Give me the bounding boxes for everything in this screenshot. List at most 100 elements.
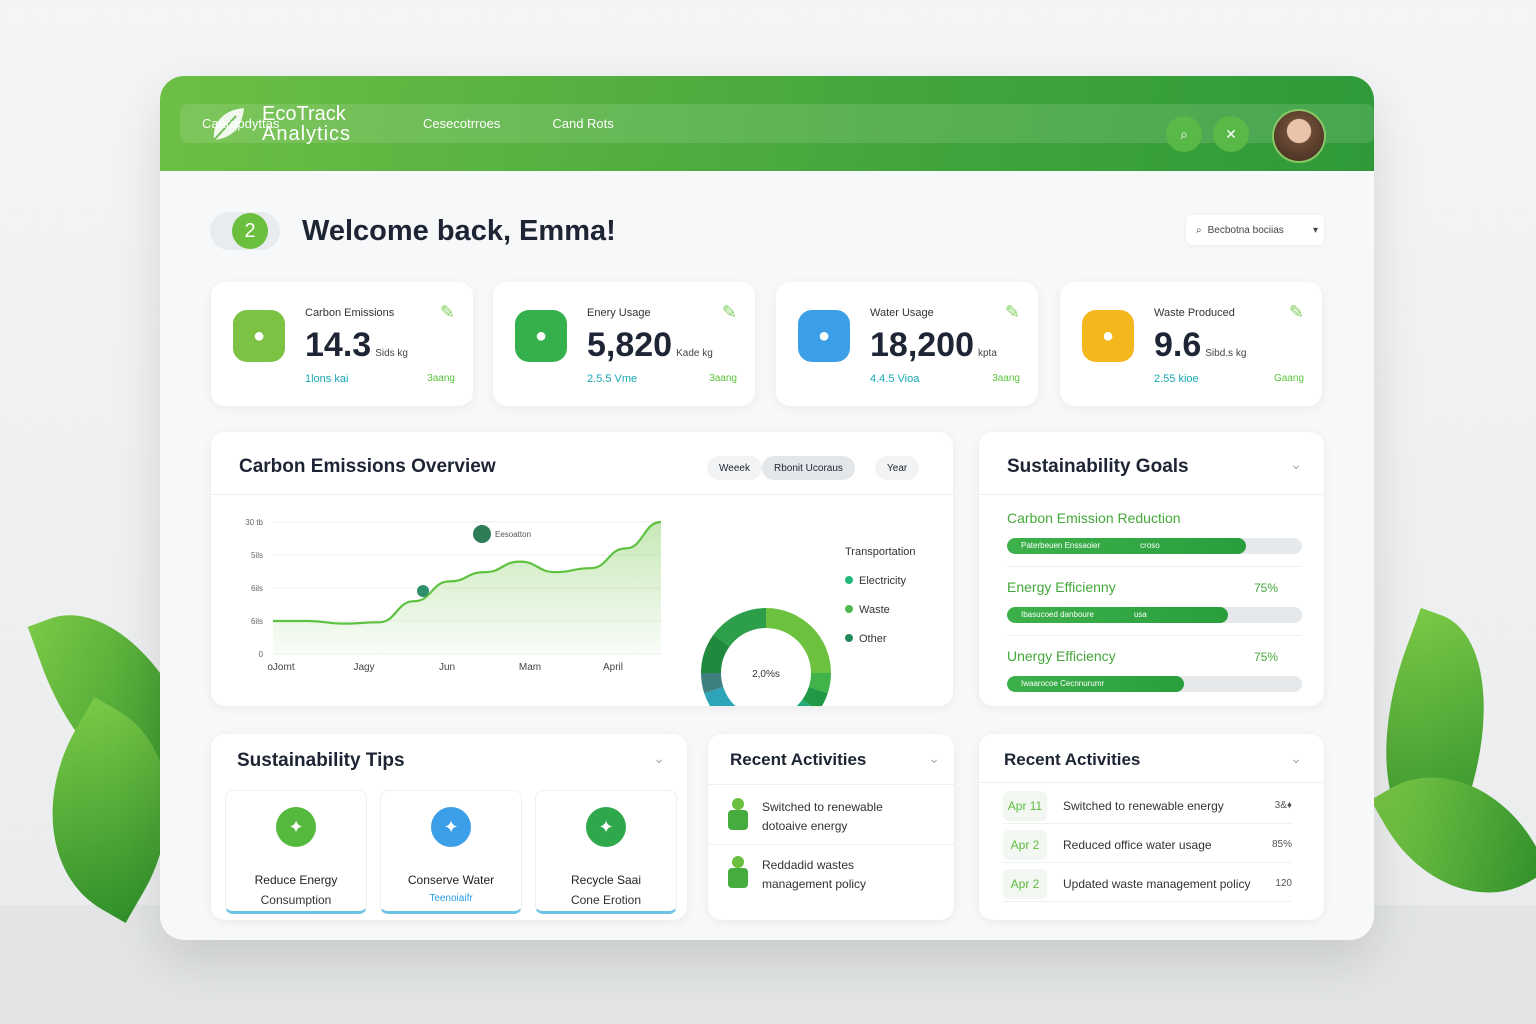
x-tick-label: Mam	[519, 662, 541, 673]
avatar[interactable]	[1272, 109, 1326, 163]
stat-unit: kpta	[978, 348, 997, 359]
stat-value: 14.3 Sids kg	[305, 326, 408, 365]
goal-progress-fill: Paterbeuen Enssaoier croso	[1007, 538, 1246, 554]
stat-subtext: 4.4.5 Vioa	[870, 373, 920, 385]
stat-trend: 3aang	[992, 373, 1020, 384]
donut-slice	[713, 608, 766, 647]
notification-badge[interactable]: 2	[210, 212, 280, 250]
page-title: Welcome back, Emma!	[302, 214, 616, 247]
tip-card[interactable]: ✦ Reduce Energy Consumption	[225, 790, 367, 914]
stat-value: 18,200 kpta	[870, 326, 997, 365]
tip-card[interactable]: ✦ Recycle Saai Cone Erotion	[535, 790, 677, 914]
stat-subtext: 1lons kai	[305, 373, 349, 385]
legend-label: Other	[859, 633, 887, 645]
stat-card[interactable]: ● Waste Produced 9.6 Sibd.s kg 2.55 kioe …	[1060, 282, 1322, 406]
x-tick-label: April	[603, 662, 623, 673]
stat-card[interactable]: ● Carbon Emissions 14.3 Sids kg 1lons kai…	[211, 282, 473, 406]
activity-item[interactable]: Reddadid wastes management policy	[728, 856, 954, 894]
chevron-down-icon[interactable]: ⌄	[1290, 456, 1302, 472]
person-icon	[728, 798, 748, 830]
stat-subtext: 2.55 kioe	[1154, 373, 1199, 385]
divider	[211, 494, 953, 495]
card-title: Carbon Emissions Overview	[239, 456, 496, 477]
card-title: Recent Activities	[1004, 750, 1141, 769]
nav-item[interactable]: Cand Rots	[552, 116, 614, 131]
donut-slice	[701, 673, 724, 694]
area-fill	[273, 522, 661, 654]
divider	[708, 844, 954, 845]
bar-value: usa	[1133, 610, 1147, 619]
annotation-label: Eesoatton	[495, 530, 531, 539]
leaf-logo-icon	[213, 107, 244, 141]
donut-slice	[796, 699, 812, 706]
chevron-down-icon[interactable]: ⌄	[928, 750, 940, 766]
chevron-down-icon[interactable]: ⌄	[653, 750, 665, 766]
stat-value: 9.6 Sibd.s kg	[1154, 326, 1246, 365]
divider	[1007, 566, 1302, 567]
divider	[979, 782, 1324, 783]
activity-row[interactable]: Apr 2 Reduced office water usage 85%	[1003, 827, 1292, 863]
stat-value: 5,820 Kade kg	[587, 326, 713, 365]
goal-percent: 75%	[1253, 581, 1278, 595]
activity-row[interactable]: Apr 2 Updated waste management policy 120	[1003, 866, 1292, 902]
search-input[interactable]: ⌕ Becbotna bociias ▾	[1186, 215, 1324, 245]
stat-unit: Sibd.s kg	[1205, 348, 1247, 359]
goal-progress-fill: Iwaarocoe Cecnnurumr	[1007, 676, 1184, 692]
activity-date: Apr 2	[1003, 868, 1047, 899]
goal-label: Energy Efficienny	[1007, 579, 1116, 595]
bar-value: croso	[1140, 541, 1160, 550]
activity-text: Reddadid wastes	[762, 858, 855, 872]
waste-icon: ●	[1082, 310, 1134, 362]
goal-label: Unergy Efficiency	[1007, 648, 1116, 664]
activity-value: 85%	[1271, 839, 1292, 850]
edit-icon[interactable]: ✎	[1288, 302, 1304, 322]
tip-title: Recycle Saai	[570, 873, 642, 887]
leaf-icon: ●	[233, 310, 285, 362]
legend-swatch	[845, 605, 853, 613]
edit-icon[interactable]: ✎	[721, 302, 737, 322]
activity-row[interactable]: Apr 11 Switched to renewable energy 3&♦	[1003, 788, 1292, 824]
water-drop-icon: ✦	[431, 807, 471, 847]
search-placeholder: Becbotna bociias	[1207, 224, 1284, 236]
range-year[interactable]: Year	[875, 456, 920, 480]
close-button[interactable]: ✕	[1213, 116, 1249, 152]
brand-logo[interactable]: EcoTrack Analytics	[208, 104, 351, 144]
sustainability-goals-card: Sustainability Goals ⌄ Carbon Emission R…	[979, 432, 1324, 706]
stat-trend: 3aang	[427, 373, 455, 384]
y-tick-label: 6ils	[251, 584, 263, 593]
nav-item[interactable]: Cesecotrroes	[423, 116, 501, 131]
water-icon: ●	[798, 310, 850, 362]
stat-number: 18,200	[870, 326, 974, 364]
range-month[interactable]: Rbonit Ucoraus	[762, 456, 855, 480]
chevron-down-icon[interactable]: ⌄	[1290, 750, 1302, 766]
activity-text: Switched to renewable energy	[1063, 798, 1224, 813]
range-week[interactable]: Weeek	[707, 456, 762, 480]
tip-card[interactable]: ✦ Conserve Water Teenoiaifr	[380, 790, 522, 914]
activity-text: dotoaive energy	[762, 819, 848, 833]
search-button[interactable]: ⌕	[1166, 116, 1202, 152]
lightbulb-icon: ✦	[276, 807, 316, 847]
main-nav: Caarqpdyttas Cesecotrroes Cand Rots	[180, 104, 1374, 143]
series-line	[272, 520, 662, 625]
annotation-marker	[473, 525, 491, 543]
recycle-bin-icon: ✦	[586, 807, 626, 847]
edit-icon[interactable]: ✎	[1004, 302, 1020, 322]
stat-card[interactable]: ● Enery Usage 5,820 Kade kg 2.5.5 Vme 3aa…	[493, 282, 755, 406]
search-icon: ⌕	[1196, 224, 1202, 236]
activity-item[interactable]: Switched to renewable dotoaive energy	[728, 798, 954, 836]
goal-percent: 75%	[1253, 650, 1278, 664]
card-title: Sustainability Tips	[237, 750, 405, 771]
stat-card[interactable]: ● Water Usage 18,200 kpta 4.4.5 Vioa 3aan…	[776, 282, 1038, 406]
carbon-overview-card: Carbon Emissions Overview Weeek Rbonit U…	[211, 432, 953, 706]
search-icon: ⌕	[1180, 125, 1188, 142]
chevron-down-icon: ▾	[1312, 224, 1318, 236]
card-title: Recent Activities	[730, 750, 867, 769]
edit-icon[interactable]: ✎	[439, 302, 455, 322]
badge-count: 2	[232, 213, 268, 249]
tip-subtitle: Consumption	[260, 893, 332, 907]
legend-swatch	[845, 634, 853, 642]
stat-trend: 3aang	[709, 373, 737, 384]
x-tick-label: Jun	[439, 662, 455, 673]
tip-subtitle: Teenoiaifr	[429, 893, 473, 904]
stat-label: Carbon Emissions	[305, 307, 395, 319]
